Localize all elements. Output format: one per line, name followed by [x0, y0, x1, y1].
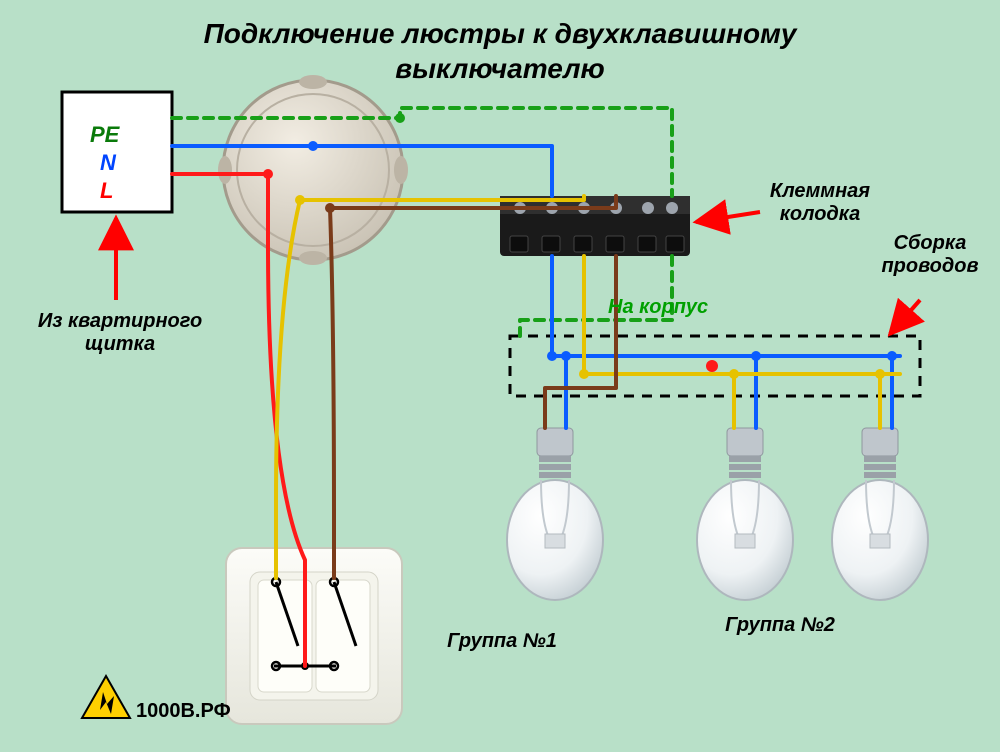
watermark: 1000В.РФ — [136, 700, 231, 723]
warning-icon — [82, 676, 130, 718]
bulb-group1 — [507, 428, 603, 600]
terminal-block — [500, 196, 690, 256]
bulb-group2-a — [697, 428, 793, 600]
electrical-panel — [62, 92, 172, 212]
arrow-assembly — [890, 300, 920, 334]
panel-n-label: N — [100, 150, 116, 176]
bulb-group2-b — [832, 428, 928, 600]
label-assembly: Сборкапроводов — [860, 232, 1000, 278]
label-na-korpus: На корпус — [608, 296, 708, 319]
junction-box — [218, 75, 408, 265]
double-switch — [226, 548, 402, 724]
diagram-canvas: Подключение люстры к двухклавишному выкл… — [0, 0, 1000, 752]
label-group1: Группа №1 — [432, 630, 572, 653]
panel-l-label: L — [100, 178, 113, 204]
panel-pe-label: PE — [90, 122, 119, 148]
label-terminal: Клеммнаяколодка — [720, 180, 920, 226]
label-from-panel: Из квартирногощитка — [30, 310, 210, 356]
label-group2: Группа №2 — [710, 614, 850, 637]
